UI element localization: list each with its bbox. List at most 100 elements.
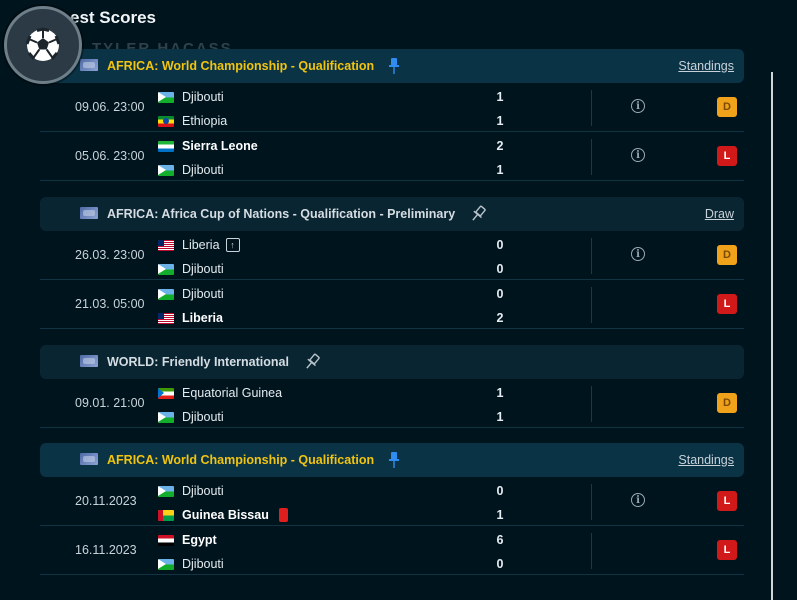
match-row[interactable]: 21.03. 05:00 Djibouti Liberia 0 2 L xyxy=(40,281,744,329)
match-row[interactable]: 26.03. 23:00 Liberia ↑ Djibouti 0 0 i D xyxy=(40,232,744,280)
divider xyxy=(591,238,592,274)
away-score: 1 xyxy=(496,410,504,424)
home-score: 0 xyxy=(496,238,504,252)
competition-name[interactable]: AFRICA: World Championship - Qualificati… xyxy=(107,453,375,467)
away-team: Djibouti xyxy=(158,407,224,427)
home-team: Djibouti xyxy=(158,284,224,304)
team-name: Liberia xyxy=(182,311,223,325)
standings-link[interactable]: Standings xyxy=(678,453,734,467)
competition-header[interactable]: AFRICA: Africa Cup of Nations - Qualific… xyxy=(40,197,744,231)
divider xyxy=(591,533,592,569)
away-score: 1 xyxy=(496,114,504,128)
team-name: Djibouti xyxy=(182,557,224,571)
match-date: 26.03. 23:00 xyxy=(75,248,145,262)
away-score: 0 xyxy=(496,557,504,571)
match-row[interactable]: 20.11.2023 Djibouti Guinea Bissau 0 1 i … xyxy=(40,478,744,526)
guinea-bissau-flag-icon xyxy=(158,509,174,521)
home-team: Liberia ↑ xyxy=(158,235,240,255)
egypt-flag-icon xyxy=(158,534,174,546)
divider xyxy=(591,90,592,126)
home-team: Sierra Leone xyxy=(158,136,258,156)
competition-name[interactable]: WORLD: Friendly International xyxy=(107,355,289,369)
liberia-flag-icon xyxy=(158,312,174,324)
match-row[interactable]: 09.06. 23:00 Djibouti Ethiopia 1 1 i D xyxy=(40,84,744,132)
team-name: Sierra Leone xyxy=(182,139,258,153)
djibouti-flag-icon xyxy=(158,91,174,103)
soccer-ball-logo xyxy=(4,6,82,84)
red-card-icon xyxy=(278,508,288,522)
page-title: est Scores xyxy=(70,8,156,27)
home-score: 1 xyxy=(496,386,504,400)
info-icon[interactable]: i xyxy=(631,493,645,507)
away-team: Djibouti xyxy=(158,554,224,574)
home-score: 0 xyxy=(496,484,504,498)
home-team: Equatorial Guinea xyxy=(158,383,282,403)
home-team: Egypt xyxy=(158,530,217,550)
competition-name[interactable]: AFRICA: World Championship - Qualificati… xyxy=(107,59,375,73)
match-row[interactable]: 09.01. 21:00 Equatorial Guinea Djibouti … xyxy=(40,380,744,428)
djibouti-flag-icon xyxy=(158,288,174,300)
pin-filled-icon[interactable] xyxy=(388,451,400,469)
world-flag-icon xyxy=(80,207,98,219)
info-icon[interactable]: i xyxy=(631,247,645,261)
djibouti-flag-icon xyxy=(158,164,174,176)
away-team: Liberia xyxy=(158,308,223,328)
match-date: 21.03. 05:00 xyxy=(75,297,145,311)
scrollbar[interactable] xyxy=(771,72,773,600)
result-badge: L xyxy=(717,146,737,166)
competition-header[interactable]: AFRICA: World Championship - Qualificati… xyxy=(40,49,744,83)
pin-outline-icon[interactable] xyxy=(470,205,486,223)
team-name: Guinea Bissau xyxy=(182,508,269,522)
team-name: Djibouti xyxy=(182,262,224,276)
home-score: 0 xyxy=(496,287,504,301)
pin-outline-icon[interactable] xyxy=(304,353,320,371)
divider xyxy=(591,484,592,520)
arrow-up-icon: ↑ xyxy=(225,238,240,252)
result-badge: D xyxy=(717,97,737,117)
result-badge: D xyxy=(717,245,737,265)
divider xyxy=(591,139,592,175)
match-date: 09.06. 23:00 xyxy=(75,100,145,114)
match-row[interactable]: 16.11.2023 Egypt Djibouti 6 0 L xyxy=(40,527,744,575)
home-team: Djibouti xyxy=(158,481,224,501)
liberia-flag-icon xyxy=(158,239,174,251)
result-badge: L xyxy=(717,540,737,560)
team-name: Djibouti xyxy=(182,484,224,498)
competition-header[interactable]: AFRICA: World Championship - Qualificati… xyxy=(40,443,744,477)
home-score: 1 xyxy=(496,90,504,104)
match-date: 05.06. 23:00 xyxy=(75,149,145,163)
draw-link[interactable]: Draw xyxy=(704,207,734,221)
away-team: Guinea Bissau xyxy=(158,505,288,525)
djibouti-flag-icon xyxy=(158,558,174,570)
info-icon[interactable]: i xyxy=(631,148,645,162)
sierra-leone-flag-icon xyxy=(158,140,174,152)
team-name: Djibouti xyxy=(182,287,224,301)
divider xyxy=(591,287,592,323)
match-date: 20.11.2023 xyxy=(75,494,137,508)
world-flag-icon xyxy=(80,59,98,71)
competition-name[interactable]: AFRICA: Africa Cup of Nations - Qualific… xyxy=(107,207,456,221)
info-icon[interactable]: i xyxy=(631,99,645,113)
djibouti-flag-icon xyxy=(158,411,174,423)
away-team: Ethiopia xyxy=(158,111,227,131)
away-team: Djibouti xyxy=(158,259,224,279)
home-score: 6 xyxy=(496,533,504,547)
result-badge: L xyxy=(717,294,737,314)
djibouti-flag-icon xyxy=(158,263,174,275)
team-name: Djibouti xyxy=(182,90,224,104)
ethiopia-flag-icon xyxy=(158,115,174,127)
match-row[interactable]: 05.06. 23:00 Sierra Leone Djibouti 2 1 i… xyxy=(40,133,744,181)
team-name: Egypt xyxy=(182,533,217,547)
pin-filled-icon[interactable] xyxy=(388,57,400,75)
team-name: Equatorial Guinea xyxy=(182,386,283,400)
away-score: 2 xyxy=(496,311,504,325)
standings-link[interactable]: Standings xyxy=(678,59,734,73)
divider xyxy=(591,386,592,422)
team-name: Djibouti xyxy=(182,163,224,177)
home-score: 2 xyxy=(496,139,504,153)
equatorial-guinea-flag-icon xyxy=(158,387,174,399)
away-score: 1 xyxy=(496,508,504,522)
result-badge: D xyxy=(717,393,737,413)
competition-header[interactable]: WORLD: Friendly International xyxy=(40,345,744,379)
world-flag-icon xyxy=(80,355,98,367)
